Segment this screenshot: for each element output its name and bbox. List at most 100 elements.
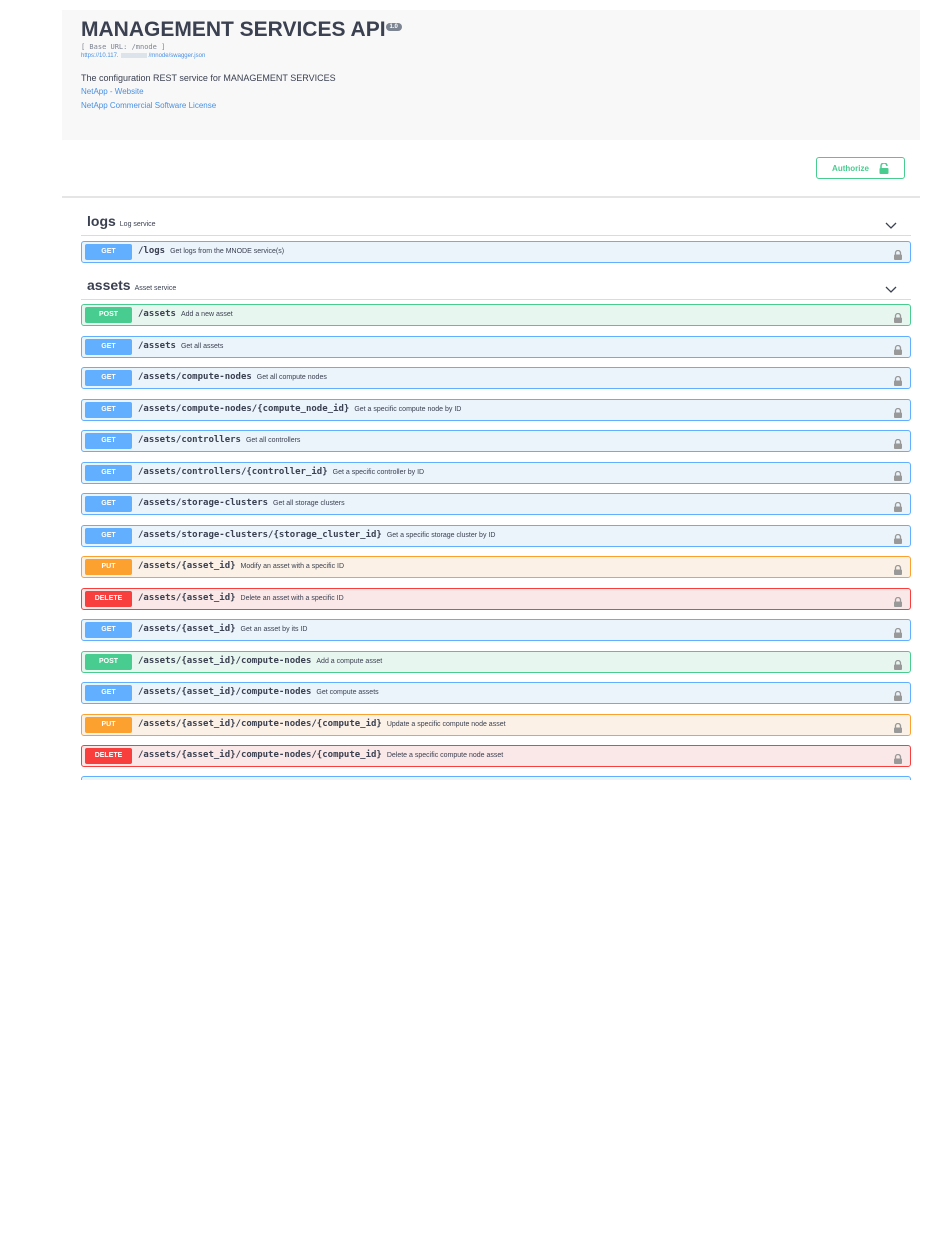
- chevron-icon: [885, 217, 897, 235]
- operation[interactable]: PUT/assets/{asset_id}/compute-nodes/{com…: [81, 713, 911, 738]
- method-badge[interactable]: GET: [85, 685, 132, 701]
- operation[interactable]: DELETE/assets/{asset_id}/compute-nodes/{…: [81, 745, 911, 767]
- base-url: [ Base URL: /mnode ]: [81, 43, 166, 51]
- operation-summary: Get a specific controller by ID: [332, 468, 425, 476]
- operation-summary: Add a compute asset: [316, 657, 383, 665]
- lock-icon[interactable]: [894, 436, 902, 454]
- operation-path[interactable]: /assets/{asset_id} Modify an asset with a…: [138, 561, 345, 571]
- operation-path[interactable]: /logs Get logs from the MNODE service(s): [138, 246, 285, 256]
- lock-icon[interactable]: [894, 625, 902, 643]
- operation-path[interactable]: /assets/storage-clusters Get all storage …: [138, 498, 345, 508]
- operation[interactable]: GET/assets/controllers/{controller_id} Ge…: [81, 461, 911, 486]
- operation[interactable]: GET/assets/{asset_id}/compute-nodes Get c…: [81, 682, 911, 704]
- info-panel: [62, 10, 920, 140]
- api-title: MANAGEMENT SERVICES API 1.0: [81, 18, 402, 42]
- operation-summary: Update a specific compute node asset: [386, 720, 506, 728]
- operation-summary: Modify an asset with a specific ID: [240, 563, 345, 570]
- method-badge[interactable]: PUT: [85, 716, 132, 733]
- method-badge[interactable]: GET: [85, 464, 132, 481]
- lock-icon[interactable]: [894, 594, 902, 612]
- tag-name[interactable]: logs Log service: [87, 213, 156, 229]
- operation-path[interactable]: /assets/compute-nodes Get all compute nod…: [138, 372, 327, 382]
- operation-partial: [81, 776, 911, 780]
- lock-icon[interactable]: [894, 405, 902, 423]
- authorize-label[interactable]: Authorize: [832, 163, 869, 173]
- operation[interactable]: GET/assets Get all assets: [81, 335, 911, 360]
- method-badge[interactable]: GET: [85, 527, 132, 544]
- tag-header[interactable]: assets Asset service: [81, 273, 911, 300]
- lock-icon[interactable]: [894, 531, 902, 549]
- method-badge[interactable]: GET: [85, 622, 132, 638]
- method-badge[interactable]: GET: [85, 338, 132, 355]
- operation-summary: Delete an asset with a specific ID: [240, 594, 344, 602]
- redacted: [120, 53, 147, 58]
- method-badge[interactable]: POST: [85, 653, 132, 670]
- swagger-page: MANAGEMENT SERVICES API 1.0 [ Base URL: /…: [62, 10, 920, 780]
- operation-summary: Add a new asset: [180, 311, 233, 318]
- lock-icon[interactable]: [894, 468, 902, 486]
- operation[interactable]: GET/assets/storage-clusters/{storage_clu…: [81, 524, 911, 549]
- link[interactable]: NetApp Commercial Software License: [81, 101, 217, 110]
- operation-summary: Get all compute nodes: [256, 374, 327, 381]
- operation-summary: Get logs from the MNODE service(s): [170, 248, 285, 255]
- operation-path[interactable]: /assets/compute-nodes/{compute_node_id} G…: [138, 403, 462, 414]
- operation-summary: Get compute assets: [316, 689, 379, 696]
- lock-icon[interactable]: [894, 751, 902, 769]
- lock-open-icon: [879, 162, 889, 174]
- method-badge[interactable]: GET: [85, 496, 132, 512]
- operation-summary: Get a specific storage cluster by ID: [386, 531, 496, 539]
- operation-summary: Get all storage clusters: [273, 500, 345, 507]
- operation[interactable]: GET/assets/{asset_id} Get an asset by its…: [81, 619, 911, 641]
- lock-icon[interactable]: [894, 310, 902, 328]
- method-badge[interactable]: GET: [85, 370, 132, 386]
- method-badge[interactable]: PUT: [85, 559, 132, 575]
- operation-path[interactable]: /assets/{asset_id}/compute-nodes/{comput…: [138, 718, 506, 729]
- lock-icon[interactable]: [894, 688, 902, 706]
- method-badge[interactable]: GET: [85, 401, 132, 418]
- tag-description: Log service: [119, 221, 156, 228]
- tag-name[interactable]: assets Asset service: [87, 277, 177, 293]
- url-suffix[interactable]: /mnode/swagger.json: [148, 53, 206, 60]
- operation-path[interactable]: /assets/{asset_id} Delete an asset with a…: [138, 592, 344, 603]
- operation-path[interactable]: /assets/{asset_id}/compute-nodes Add a co…: [138, 655, 383, 666]
- operation-path[interactable]: /assets/{asset_id} Get an asset by its ID: [138, 624, 308, 634]
- operation-path[interactable]: /assets/{asset_id}/compute-nodes/{comput…: [138, 750, 504, 760]
- operation-path[interactable]: /assets Get all assets: [138, 340, 224, 351]
- operation[interactable]: GET/assets/controllers Get all controller…: [81, 430, 911, 452]
- tag-header[interactable]: logs Log service: [81, 209, 911, 236]
- operation[interactable]: GET/assets/compute-nodes/{compute_node_i…: [81, 398, 911, 423]
- url-prefix[interactable]: https://10.117.: [81, 53, 119, 60]
- operation[interactable]: DELETE/assets/{asset_id} Delete an asset …: [81, 587, 911, 612]
- operation-path[interactable]: /assets Add a new asset: [138, 309, 233, 319]
- method-badge[interactable]: GET: [85, 244, 132, 260]
- lock-icon[interactable]: [894, 373, 902, 391]
- operation[interactable]: GET/assets/storage-clusters Get all stora…: [81, 493, 911, 515]
- scheme-container: [62, 140, 920, 198]
- lock-icon[interactable]: [894, 562, 902, 580]
- operation-summary: Get an asset by its ID: [240, 626, 308, 633]
- lock-icon[interactable]: [894, 342, 902, 360]
- operation-path[interactable]: /assets/storage-clusters/{storage_cluste…: [138, 529, 496, 540]
- operation[interactable]: POST/assets/{asset_id}/compute-nodes Add …: [81, 650, 911, 675]
- method-badge[interactable]: POST: [85, 307, 132, 323]
- operation-path[interactable]: /assets/controllers/{controller_id} Get a…: [138, 466, 425, 477]
- lock-icon[interactable]: [894, 499, 902, 517]
- spec-url[interactable]: https://10.117. /mnode/swagger.json: [81, 53, 205, 59]
- lock-icon[interactable]: [894, 247, 902, 265]
- link[interactable]: NetApp - Website: [81, 87, 144, 96]
- title-text: MANAGEMENT SERVICES API: [81, 18, 386, 41]
- lock-icon[interactable]: [894, 657, 902, 675]
- method-badge[interactable]: DELETE: [85, 590, 132, 607]
- operation-path[interactable]: /assets/controllers Get all controllers: [138, 435, 301, 445]
- lock-icon[interactable]: [894, 720, 902, 738]
- operation[interactable]: GET/assets/compute-nodes Get all compute …: [81, 367, 911, 389]
- authorize-button[interactable]: Authorize: [816, 157, 905, 179]
- method-badge[interactable]: DELETE: [85, 748, 132, 764]
- method-badge[interactable]: GET: [85, 433, 132, 449]
- operation[interactable]: PUT/assets/{asset_id} Modify an asset wit…: [81, 556, 911, 578]
- operation[interactable]: GET/logs Get logs from the MNODE service(…: [81, 241, 911, 263]
- version-badge: 1.0: [385, 23, 402, 31]
- operation[interactable]: POST/assets Add a new asset: [81, 304, 911, 326]
- operation-path[interactable]: /assets/{asset_id}/compute-nodes Get comp…: [138, 687, 379, 697]
